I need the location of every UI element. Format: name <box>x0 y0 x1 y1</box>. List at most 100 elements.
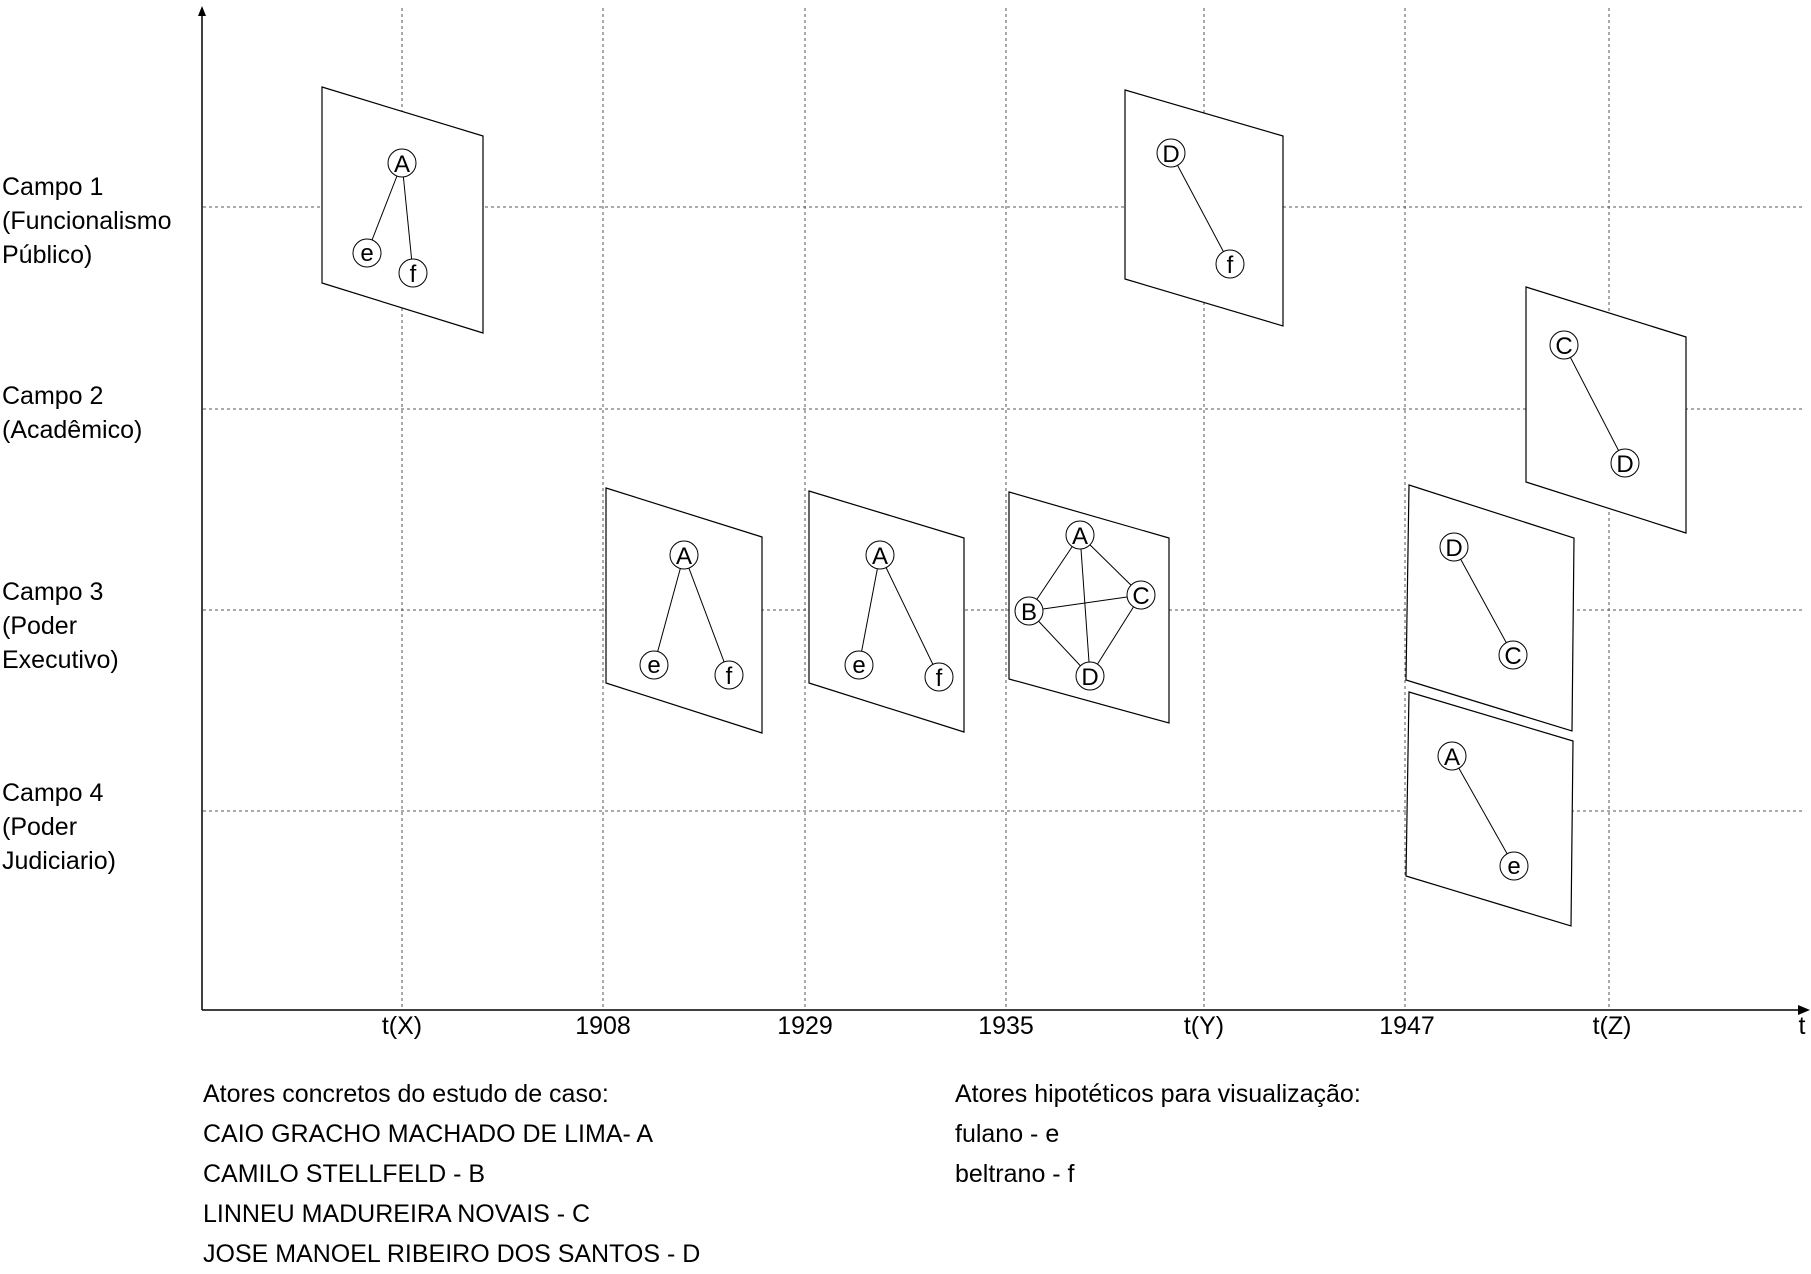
time-tick-ty: t(Y) <box>1183 1012 1225 1040</box>
svg-text:f: f <box>936 665 943 692</box>
node-e: e <box>1499 851 1529 881</box>
node-A: A <box>669 540 699 570</box>
svg-text:A: A <box>1072 523 1088 550</box>
node-e: e <box>639 650 669 680</box>
node-D: D <box>1156 138 1186 168</box>
campo-1-name-line1: (Funcionalismo <box>2 207 172 235</box>
node-A: A <box>1437 741 1467 771</box>
legend-concrete-actors: Atores concretos do estudo de caso: CAIO… <box>203 1074 700 1274</box>
legend-concrete-item: LINNEU MADUREIRA NOVAIS - C <box>203 1200 591 1228</box>
legend-hypothetical-item: fulano - e <box>955 1120 1060 1148</box>
node-C: C <box>1126 580 1156 610</box>
network-panel-1908-campo3: A e f <box>605 487 763 734</box>
node-D: D <box>1610 448 1640 478</box>
campo-4-name-line2: Judiciario) <box>2 847 116 875</box>
svg-text:D: D <box>1162 141 1179 168</box>
panel-edges <box>1451 755 1515 867</box>
node-e: e <box>844 650 874 680</box>
edge-D-f <box>1170 152 1231 265</box>
panel-plane <box>808 490 965 733</box>
campo-2-name-line1: (Acadêmico) <box>2 416 143 444</box>
svg-text:C: C <box>1555 333 1572 360</box>
network-panel-1947-campo3: D C <box>1405 484 1575 732</box>
network-panel-1935-campo3: A B C D <box>1008 491 1170 724</box>
campo-3-name-line2: Executivo) <box>2 646 119 674</box>
panel-plane <box>1525 286 1687 534</box>
node-A: A <box>1065 520 1095 550</box>
legend-concrete-item: CAIO GRACHO MACHADO DE LIMA- A <box>203 1120 654 1148</box>
legend-hypothetical-actors: Atores hipotéticos para visualização: fu… <box>955 1074 1361 1194</box>
node-A: A <box>387 148 417 178</box>
network-panel-tx-campo1: A e f <box>321 86 484 334</box>
campo-3-title: Campo 3 <box>2 578 104 606</box>
campo-4-title: Campo 4 <box>2 779 104 807</box>
time-tick-1947: 1947 <box>1379 1012 1435 1040</box>
legend-concrete-item: JOSE MANOEL RIBEIRO DOS SANTOS - D <box>203 1240 701 1268</box>
node-C: C <box>1498 640 1528 670</box>
svg-text:A: A <box>872 543 888 570</box>
svg-text:e: e <box>647 652 660 679</box>
campo-axis-arrow <box>198 6 206 16</box>
campo-label-2: Campo 2 (Acadêmico) <box>2 379 142 447</box>
svg-text:D: D <box>1445 535 1462 562</box>
svg-text:A: A <box>1444 744 1460 771</box>
campo-4-name-line1: (Poder <box>2 813 78 841</box>
edge-B-C <box>1028 594 1142 612</box>
node-B: B <box>1014 596 1044 626</box>
node-f: f <box>714 660 744 690</box>
time-tick-tz: t(Z) <box>1592 1012 1632 1040</box>
network-panel-tz-campo2: C D <box>1525 286 1687 534</box>
edge-A-e <box>1451 755 1515 867</box>
svg-text:B: B <box>1021 599 1037 626</box>
edge-A-e <box>858 554 881 666</box>
edge-A-B <box>1028 534 1081 612</box>
panel-edges <box>366 162 414 274</box>
node-D: D <box>1439 532 1469 562</box>
panel-edges <box>653 554 730 676</box>
time-gridlines <box>401 8 1610 1010</box>
svg-text:e: e <box>852 652 865 679</box>
time-tick-1935: 1935 <box>978 1012 1034 1040</box>
edge-D-C <box>1453 546 1514 656</box>
campo-1-name-line2: Público) <box>2 241 93 269</box>
svg-text:f: f <box>1227 252 1234 279</box>
svg-text:f: f <box>726 663 733 690</box>
svg-text:C: C <box>1132 583 1149 610</box>
legend-concrete-title: Atores concretos do estudo de caso: <box>203 1080 609 1108</box>
time-tick-1929: 1929 <box>777 1012 833 1040</box>
edge-A-D <box>1079 534 1091 677</box>
edge-C-D <box>1089 594 1142 677</box>
panel-plane <box>1405 691 1574 927</box>
panel-plane <box>1405 484 1575 732</box>
edge-A-f <box>401 162 414 274</box>
time-axis-end-label: t <box>1798 1012 1806 1040</box>
node-f: f <box>924 662 954 692</box>
node-f: f <box>1215 249 1245 279</box>
node-C: C <box>1549 330 1579 360</box>
network-panel-1947-campo4: A e <box>1405 691 1574 927</box>
panel-edges <box>1028 534 1142 677</box>
time-tick-1908: 1908 <box>575 1012 631 1040</box>
time-tick-tx: t(X) <box>381 1012 423 1040</box>
campo-1-title: Campo 1 <box>2 173 104 201</box>
panel-edges <box>1563 344 1626 464</box>
svg-text:C: C <box>1504 643 1521 670</box>
node-A: A <box>865 540 895 570</box>
campo-label-1: Campo 1 (Funcionalismo Público) <box>2 170 172 272</box>
svg-text:f: f <box>410 261 417 288</box>
edge-B-D <box>1028 610 1091 677</box>
svg-text:D: D <box>1081 664 1098 691</box>
campo-3-name-line1: (Poder <box>2 612 78 640</box>
panel-plane <box>1008 491 1170 724</box>
network-panel-ty-campo1: D f <box>1124 89 1284 327</box>
edge-C-D <box>1563 344 1626 464</box>
svg-text:D: D <box>1616 451 1633 478</box>
svg-text:A: A <box>394 151 410 178</box>
edge-A-e <box>653 554 685 666</box>
edge-A-f <box>879 554 940 678</box>
panel-plane <box>321 86 484 334</box>
node-e: e <box>352 238 382 268</box>
campo-label-4: Campo 4 (Poder Judiciario) <box>2 776 116 878</box>
svg-text:e: e <box>1507 853 1520 880</box>
panel-edges <box>858 554 940 678</box>
